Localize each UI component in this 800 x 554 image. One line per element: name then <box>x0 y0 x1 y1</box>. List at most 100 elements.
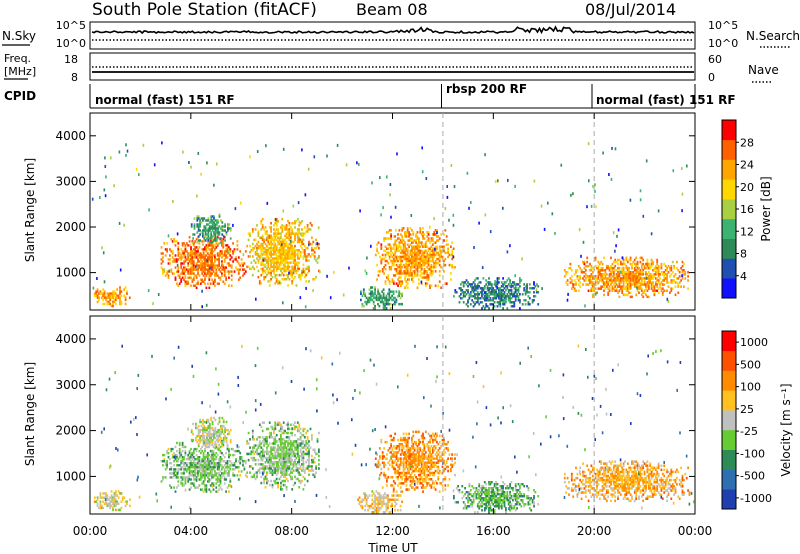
echo-cell <box>198 256 201 259</box>
echo-cell <box>251 438 254 441</box>
echo-cell <box>618 258 621 262</box>
echo-cell <box>404 233 406 236</box>
echo-cell <box>302 267 305 271</box>
scatter-echo <box>590 204 593 208</box>
echo-cell <box>299 473 302 476</box>
echo-cell <box>191 252 194 255</box>
echo-cell <box>482 293 485 296</box>
echo-cell <box>404 266 406 269</box>
echo-cell <box>223 268 226 271</box>
echo-cell <box>282 263 285 266</box>
echo-cell <box>124 296 127 299</box>
echo-cell <box>302 469 305 472</box>
scatter-echo <box>541 287 543 291</box>
echo-cell <box>192 482 195 485</box>
echo-cell <box>181 272 184 275</box>
echo-cell <box>533 287 535 290</box>
echo-cell <box>451 249 454 253</box>
echo-cell <box>214 235 217 238</box>
echo-cell <box>218 258 220 261</box>
scatter-echo <box>299 296 302 300</box>
echo-cell <box>195 438 197 442</box>
echo-cell <box>170 476 173 479</box>
echo-cell <box>284 469 286 472</box>
echo-cell <box>653 273 656 276</box>
echo-cell <box>219 458 222 461</box>
echo-cell <box>180 280 183 283</box>
echo-cell <box>208 460 211 463</box>
echo-cell <box>258 236 261 239</box>
echo-cell <box>509 295 511 298</box>
echo-cell <box>184 268 187 271</box>
echo-cell <box>600 260 603 264</box>
echo-cell <box>214 453 216 457</box>
echo-cell <box>411 255 413 259</box>
echo-cell <box>429 286 431 289</box>
echo-cell <box>166 270 168 273</box>
echo-cell <box>284 475 286 479</box>
echo-cell <box>233 462 236 465</box>
echo-cell <box>636 262 639 266</box>
echo-cell <box>223 236 226 239</box>
scatter-echo <box>135 167 138 171</box>
echo-cell <box>229 227 232 230</box>
echo-cell <box>505 297 507 300</box>
echo-cell <box>591 281 594 284</box>
echo-cell <box>583 279 586 282</box>
echo-cell <box>99 506 102 510</box>
echo-cell <box>178 456 181 459</box>
echo-cell <box>296 238 299 242</box>
echo-cell <box>612 277 615 280</box>
echo-cell <box>474 285 476 288</box>
echo-cell <box>211 272 213 275</box>
echo-cell <box>177 266 180 269</box>
echo-cell <box>192 268 195 271</box>
echo-cell <box>474 287 476 290</box>
echo-cell <box>181 270 184 273</box>
echo-cell <box>302 242 305 246</box>
echo-cell <box>427 247 430 250</box>
scatter-echo <box>535 288 538 292</box>
echo-cell <box>607 264 610 268</box>
echo-cell <box>636 269 639 272</box>
echo-cell <box>212 280 215 283</box>
echo-cell <box>204 428 207 432</box>
echo-cell <box>280 259 282 262</box>
echo-cell <box>121 498 124 501</box>
echo-cell <box>275 222 278 225</box>
echo-cell <box>437 253 440 257</box>
echo-cell <box>285 473 288 476</box>
echo-cell <box>226 466 229 469</box>
scatter-echo <box>313 155 316 159</box>
echo-cell <box>249 234 251 237</box>
echo-cell <box>105 502 107 505</box>
echo-cell <box>406 227 409 230</box>
echo-cell <box>178 447 181 451</box>
echo-cell <box>607 277 610 280</box>
echo-cell <box>521 303 524 306</box>
colorbar-segment <box>722 238 736 259</box>
echo-cell <box>199 418 201 422</box>
scatter-echo <box>308 243 310 247</box>
echo-cell <box>266 436 268 439</box>
echo-cell <box>278 263 281 266</box>
echo-cell <box>657 273 660 276</box>
echo-cell <box>647 266 650 270</box>
echo-cell <box>431 266 434 269</box>
echo-cell <box>198 460 201 463</box>
echo-cell <box>464 291 466 294</box>
echo-cell <box>273 454 275 458</box>
echo-cell <box>261 267 264 271</box>
echo-cell <box>114 492 117 495</box>
scatter-echo <box>396 152 398 156</box>
echo-cell <box>214 418 217 422</box>
echo-cell <box>371 286 374 289</box>
echo-cell <box>289 456 292 460</box>
echo-cell <box>413 247 416 250</box>
echo-cell <box>629 277 632 280</box>
echo-cell <box>377 290 379 293</box>
echo-cell <box>257 240 260 244</box>
echo-cell <box>226 460 229 463</box>
colorbar-segment <box>722 258 736 279</box>
echo-cell <box>203 227 206 230</box>
